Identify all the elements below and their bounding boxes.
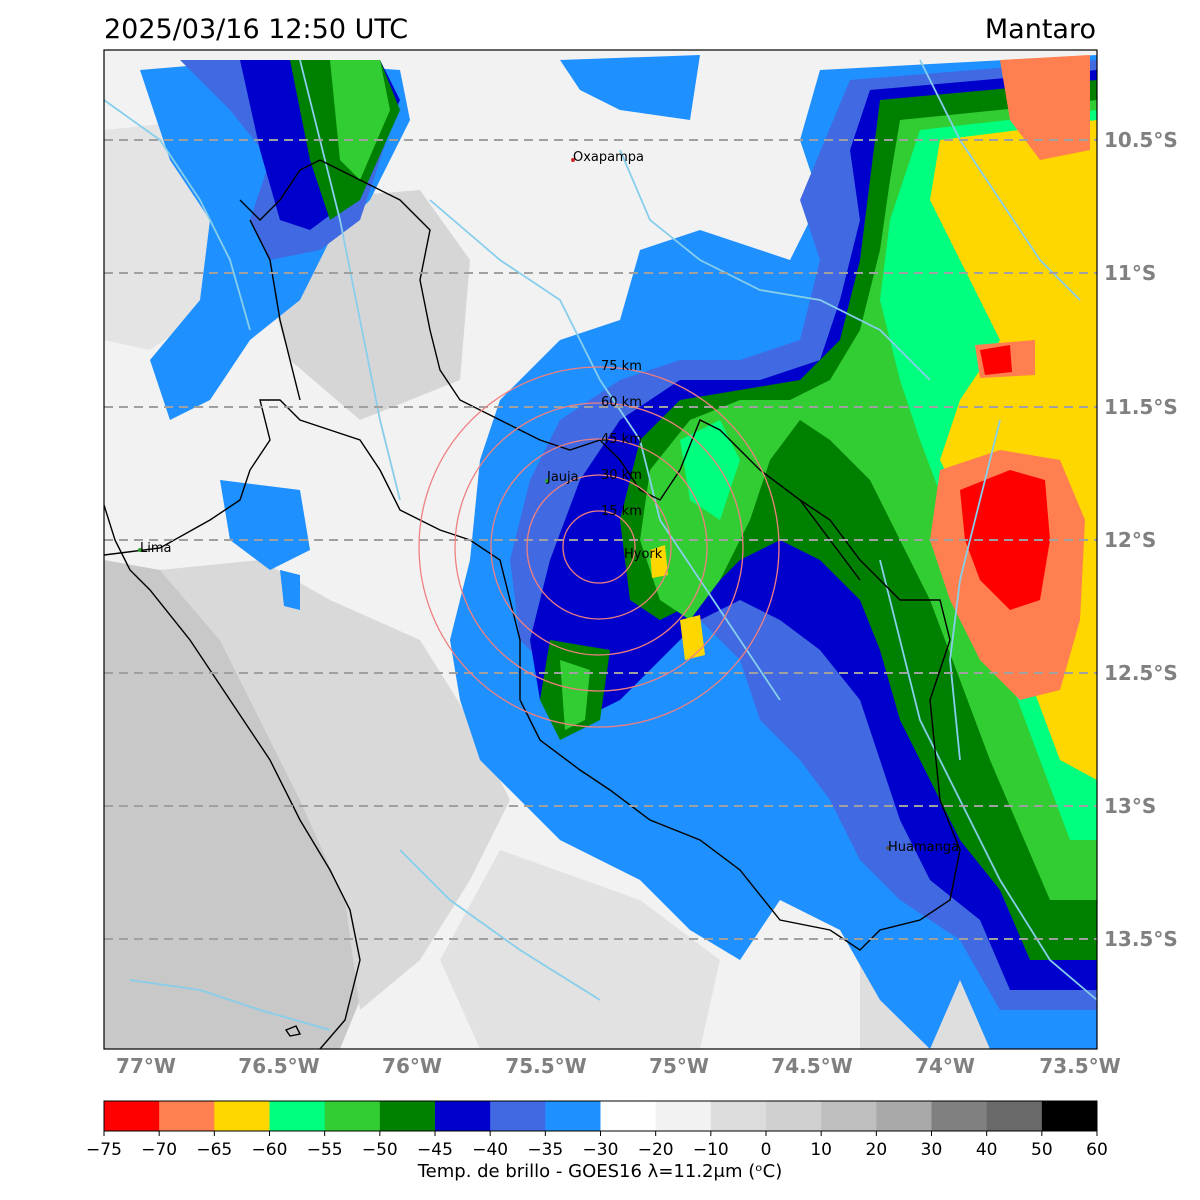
colorbar-swatch — [600, 1101, 657, 1131]
colorbar-tick-label: −50 — [362, 1140, 398, 1160]
colorbar-tick-label: 0 — [761, 1140, 772, 1160]
city-label-jauja: Jauja — [546, 470, 579, 485]
colorbar-tick-label: −45 — [417, 1140, 453, 1160]
colorbar-tick-label: −35 — [527, 1140, 563, 1160]
colorbar-tick-label: 50 — [1031, 1140, 1053, 1160]
colorbar-tick-label: 10 — [810, 1140, 832, 1160]
lat-label: 11.5°S — [1104, 395, 1178, 419]
range-ring-labels: 15 km 30 km 45 km 60 km 75 km — [601, 359, 642, 519]
city-marker-lima — [138, 548, 142, 552]
city-marker-oxapampa — [571, 158, 575, 162]
city-label-oxapampa: Oxapampa — [573, 150, 644, 165]
lon-label: 76.5°W — [238, 1054, 319, 1078]
colorbar-swatch — [931, 1101, 988, 1131]
colorbar-tick-label: −40 — [472, 1140, 508, 1160]
city-label-huamanga: Huamanga — [888, 840, 959, 855]
city-label-lima: Lima — [140, 541, 171, 556]
lon-label: 74°W — [915, 1054, 975, 1078]
ring-label-75km: 75 km — [601, 359, 642, 374]
colorbar: −75 −70 −65 −60 −55 −50 −45 −40 −35 −30 −20 −10 0 10 2… — [86, 1100, 1108, 1160]
colorbar-tick-label: −30 — [583, 1140, 619, 1160]
lat-label: 12.5°S — [1104, 661, 1178, 685]
colorbar-swatch — [766, 1101, 822, 1131]
lat-label: 12°S — [1104, 528, 1156, 552]
ring-label-60km: 60 km — [601, 395, 642, 410]
colorbar-swatch — [710, 1101, 767, 1131]
borders-layer — [104, 159, 961, 1049]
cities-layer: Oxapampa Jauja Lima Huamanga Hyork — [138, 150, 959, 855]
colorbar-swatch — [435, 1101, 491, 1131]
colorbar-swatch — [104, 1101, 160, 1131]
map-frame — [103, 49, 1098, 1050]
city-marker-huamanga — [886, 846, 890, 850]
colorbar-tick-label: −65 — [196, 1140, 232, 1160]
colorbar-tick-label: 40 — [976, 1140, 998, 1160]
lon-label: 77°W — [116, 1054, 176, 1078]
lon-labels: 77°W 76.5°W 76°W 75.5°W 75°W 74.5°W 74°W… — [116, 1054, 1121, 1078]
datetime-title: 2025/03/16 12:50 UTC — [104, 14, 409, 45]
ring-label-30km: 30 km — [601, 468, 642, 483]
colorbar-tick-label: −10 — [693, 1140, 729, 1160]
colorbar-swatch — [324, 1101, 381, 1131]
lon-label: 75°W — [649, 1054, 709, 1078]
lon-label: 76°W — [382, 1054, 442, 1078]
radar-site-label: Hyork — [624, 547, 663, 562]
region-title: Mantaro — [984, 14, 1096, 45]
colorbar-tick-label: −70 — [141, 1140, 177, 1160]
colorbar-swatch — [159, 1101, 215, 1131]
colorbar-tick-label: −55 — [307, 1140, 343, 1160]
colorbar-swatch — [379, 1101, 436, 1131]
colorbar-swatch — [545, 1101, 601, 1131]
map-panel: 15 km 30 km 45 km 60 km 75 km Oxapampa J… — [104, 50, 1097, 1049]
colorbar-tick-label: −75 — [86, 1140, 122, 1160]
colorbar-swatch — [655, 1101, 712, 1131]
graticule — [104, 139, 1097, 940]
range-rings — [418, 366, 780, 728]
city-marker-jauja — [545, 479, 549, 483]
ring-label-15km: 15 km — [601, 504, 642, 519]
colorbar-tick-label: 60 — [1086, 1140, 1108, 1160]
colorbar-swatch — [876, 1101, 932, 1131]
colorbar-swatch — [269, 1101, 326, 1131]
lon-label: 75.5°W — [505, 1054, 586, 1078]
lon-label: 74.5°W — [771, 1054, 852, 1078]
lat-label: 13°S — [1104, 794, 1156, 818]
colorbar-swatch — [986, 1101, 1043, 1131]
colorbar-tick-label: −20 — [638, 1140, 674, 1160]
cloud-layer — [140, 55, 1097, 1049]
colorbar-swatch — [821, 1101, 877, 1131]
colorbar-tick-label: 20 — [866, 1140, 888, 1160]
ring-label-45km: 45 km — [601, 432, 642, 447]
lat-label: 13.5°S — [1104, 927, 1178, 951]
colorbar-tick-label: 30 — [921, 1140, 943, 1160]
colorbar-tick-label: −60 — [252, 1140, 288, 1160]
lon-label: 73.5°W — [1039, 1054, 1120, 1078]
colorbar-swatch — [1041, 1101, 1098, 1131]
colorbar-title: Temp. de brillo - GOES16 λ=11.2μm (ᵒC) — [417, 1161, 783, 1182]
colorbar-swatch — [214, 1101, 270, 1131]
lat-labels: 10.5°S 11°S 11.5°S 12°S 12.5°S 13°S 13.5… — [1104, 128, 1178, 951]
lat-label: 11°S — [1104, 261, 1156, 285]
colorbar-swatch — [490, 1101, 546, 1131]
lat-label: 10.5°S — [1104, 128, 1178, 152]
